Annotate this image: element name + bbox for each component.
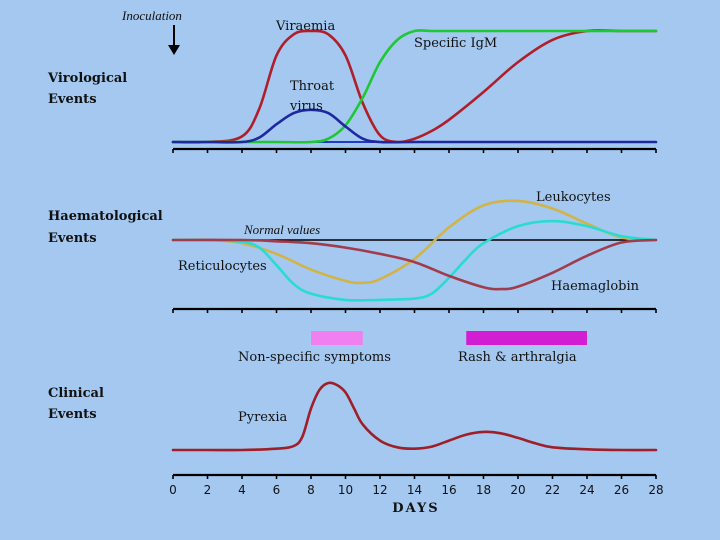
inoculation-label: Inoculation xyxy=(121,8,182,23)
days-tick-labels: 0 2 4 6 8 10 12 14 16 18 20 22 24 26 28 xyxy=(169,483,663,497)
pyrexia-label: Pyrexia xyxy=(238,410,287,425)
leukocytes-label: Leukocytes xyxy=(536,190,611,205)
tick-label-10: 10 xyxy=(338,483,353,497)
specific-igm-label: Specific IgM xyxy=(414,36,497,51)
rash-arthralgia-bar xyxy=(466,331,587,345)
tick-label-14: 14 xyxy=(407,483,422,497)
tick-label-28: 28 xyxy=(648,483,663,497)
tick-label-20: 20 xyxy=(510,483,525,497)
tick-label-16: 16 xyxy=(441,483,456,497)
tick-label-22: 22 xyxy=(545,483,560,497)
haemaglobin-label: Haemaglobin xyxy=(551,279,640,294)
specific-igm-curve xyxy=(171,29,658,144)
tick-label-4: 4 xyxy=(238,483,246,497)
virological-heading-events: Events xyxy=(48,92,97,107)
haematological-ruler xyxy=(172,307,657,313)
tick-label-24: 24 xyxy=(579,483,594,497)
tick-label-8: 8 xyxy=(307,483,315,497)
days-axis xyxy=(172,473,657,479)
reticulocytes-curve xyxy=(171,219,658,302)
haematological-heading: Haematological xyxy=(48,209,163,224)
tick-label-18: 18 xyxy=(476,483,491,497)
symptom-bars xyxy=(311,331,587,345)
pyrexia-curve xyxy=(171,381,658,452)
nonspecific-label: Non-specific symptoms xyxy=(238,350,391,365)
tick-label-26: 26 xyxy=(614,483,629,497)
viraemia-label: Viraemia xyxy=(275,19,335,34)
virological-heading: Virological xyxy=(47,71,127,86)
down-arrow-icon xyxy=(168,25,180,55)
haematological-heading-events: Events xyxy=(48,231,97,246)
tick-label-6: 6 xyxy=(273,483,281,497)
virological-ruler xyxy=(172,147,657,153)
clinical-heading-events: Events xyxy=(48,407,97,422)
tick-label-12: 12 xyxy=(372,483,387,497)
reticulocytes-label: Reticulocytes xyxy=(178,259,267,274)
haematological-panel xyxy=(171,199,658,302)
throat-label: Throat xyxy=(290,79,335,94)
normal-values-label: Normal values xyxy=(243,222,320,237)
throat-virus-curve xyxy=(171,108,658,144)
clinical-panel xyxy=(171,381,658,452)
tick-label-2: 2 xyxy=(204,483,212,497)
non-specific-symptoms-bar xyxy=(311,331,363,345)
haemaglobin-curve xyxy=(171,238,658,291)
clinical-heading: Clinical xyxy=(48,386,104,401)
x-axis-title: DAYS xyxy=(392,501,439,516)
rash-label: Rash & arthralgia xyxy=(458,350,577,365)
viraemia-curve xyxy=(171,29,658,144)
tick-label-0: 0 xyxy=(169,483,177,497)
virological-panel xyxy=(171,29,658,144)
virus-label: virus xyxy=(289,99,323,114)
